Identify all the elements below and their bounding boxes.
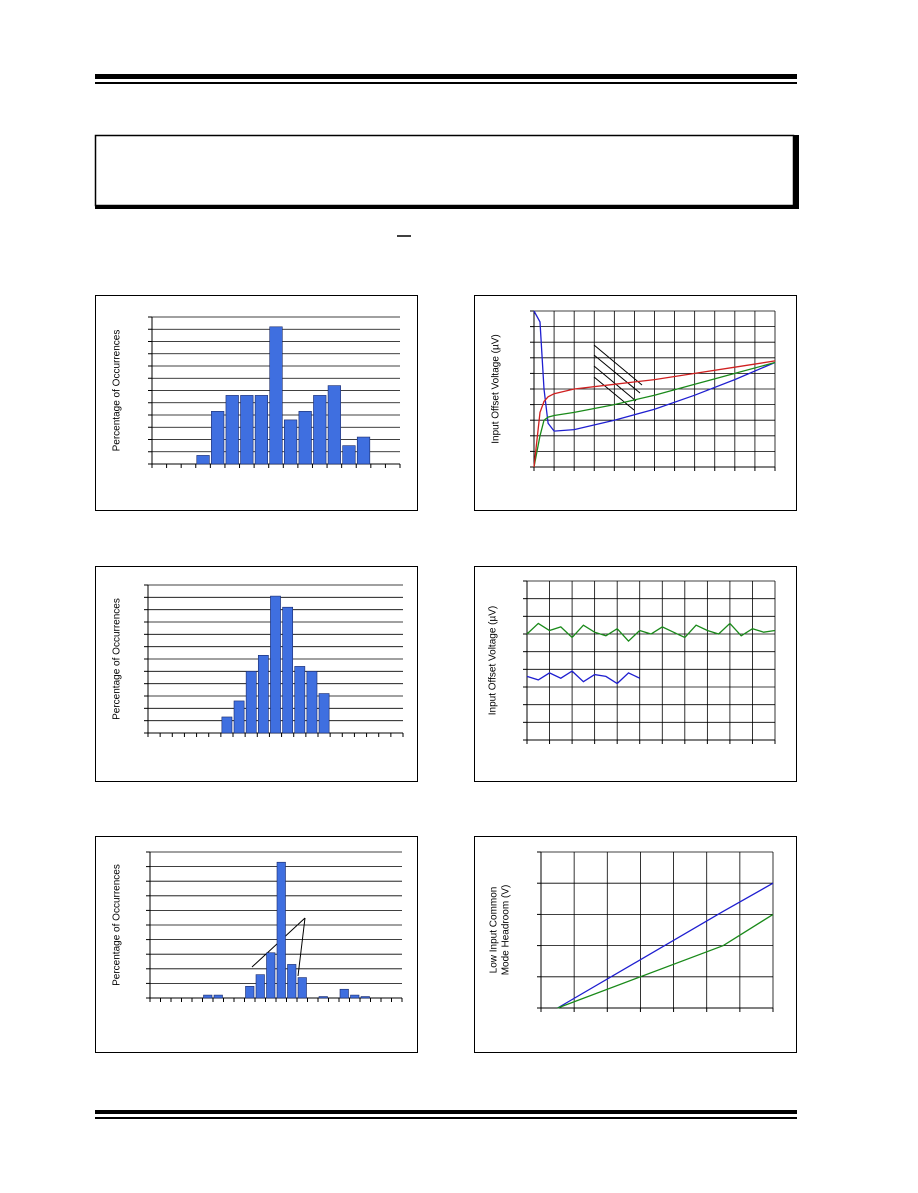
arrow xyxy=(593,354,641,394)
header-rule xyxy=(95,74,797,79)
bar xyxy=(225,395,239,465)
bar xyxy=(270,595,281,734)
line-series xyxy=(526,622,776,643)
y-axis-label: Mode Headroom (V) xyxy=(501,885,512,976)
line-series xyxy=(533,361,776,468)
bar xyxy=(283,419,298,465)
bar xyxy=(318,693,330,734)
bar xyxy=(342,445,356,465)
chart-frame xyxy=(95,295,418,511)
line-series xyxy=(526,670,640,685)
bar xyxy=(313,395,327,465)
bar xyxy=(254,395,269,465)
bar xyxy=(360,996,370,999)
bar xyxy=(233,700,245,734)
bar xyxy=(269,326,283,465)
bar xyxy=(350,994,360,999)
chart-frame xyxy=(95,836,418,1053)
header-rule xyxy=(95,82,797,84)
y-axis-label: Input Offset Voltage (µV) xyxy=(488,606,499,716)
footer-rule xyxy=(95,1110,797,1114)
bar xyxy=(318,996,328,999)
bar xyxy=(196,455,210,465)
bar xyxy=(221,716,233,734)
chart-frame xyxy=(474,295,797,511)
bar xyxy=(245,671,257,734)
line-series xyxy=(557,882,774,1009)
title-box-shadow xyxy=(794,135,799,209)
chart-frame xyxy=(95,566,418,782)
bar xyxy=(255,974,265,999)
line-series xyxy=(533,310,776,432)
bar xyxy=(297,977,307,999)
bar xyxy=(327,385,341,465)
y-axis-label: Percentage of Occurrences xyxy=(112,864,123,986)
bar xyxy=(287,964,297,999)
bar xyxy=(282,606,294,734)
bar xyxy=(356,436,371,465)
y-axis-label: Low Input Common xyxy=(489,887,500,974)
bar xyxy=(294,666,306,734)
title-box xyxy=(94,134,795,207)
bar xyxy=(298,411,312,465)
bar xyxy=(245,986,255,999)
bar xyxy=(266,952,276,999)
bar xyxy=(306,671,318,734)
footer-rule xyxy=(95,1117,797,1119)
bar xyxy=(257,654,269,734)
arrow xyxy=(593,365,637,402)
bar xyxy=(339,988,349,999)
bar xyxy=(240,395,254,465)
bar xyxy=(213,994,223,999)
line-series xyxy=(533,360,776,468)
bar xyxy=(203,994,213,999)
arrow xyxy=(593,344,643,386)
line-series xyxy=(557,913,774,1009)
chart-frame xyxy=(474,566,797,782)
title-box-shadow xyxy=(95,205,799,209)
chart-frames xyxy=(95,295,797,1053)
chart-frame xyxy=(474,836,797,1053)
bar xyxy=(211,411,225,465)
y-axis-label: Percentage of Occurrences xyxy=(112,598,123,720)
bar xyxy=(276,861,286,999)
y-axis-label: Percentage of Occurrences xyxy=(112,330,123,452)
arrow xyxy=(297,917,306,977)
y-axis-label: Input Offset Voltage (µV) xyxy=(491,334,502,444)
